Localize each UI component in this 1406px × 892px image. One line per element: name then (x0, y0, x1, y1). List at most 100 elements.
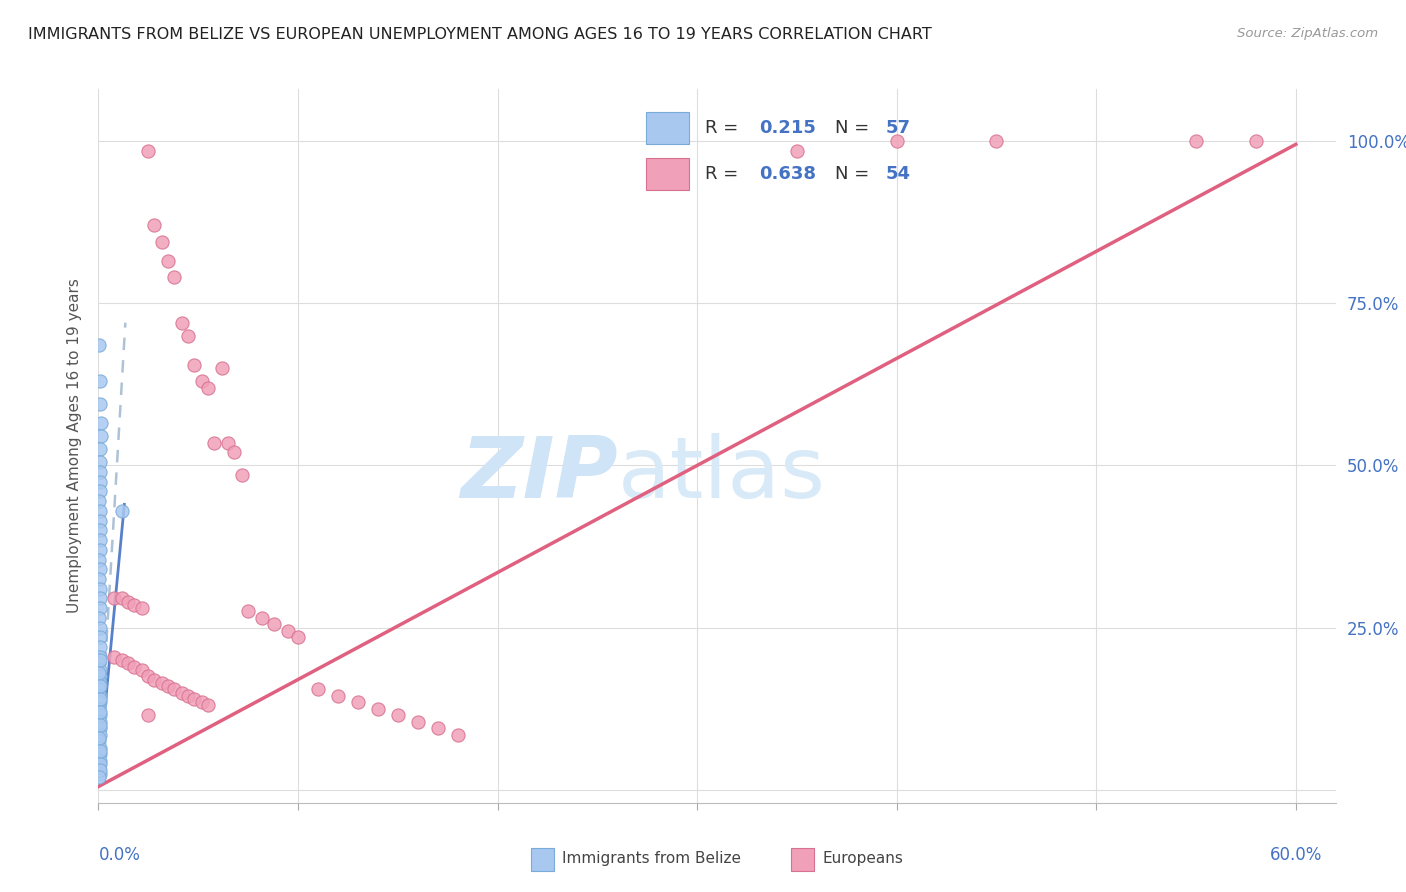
Point (89, 679, 111, 693)
Point (89, 484, 111, 499)
Point (89, 702, 111, 716)
FancyBboxPatch shape (531, 847, 554, 871)
Point (172, 316, 194, 330)
Point (89, 721, 111, 735)
Point (136, 669, 159, 683)
Text: ZIP: ZIP (460, 433, 619, 516)
Point (197, 381, 219, 395)
Point (89, 747, 111, 761)
Point (143, 673, 166, 687)
Point (426, 721, 449, 735)
Point (163, 270, 186, 285)
Text: 60.0%: 60.0% (1270, 846, 1322, 863)
Text: Immigrants from Belize: Immigrants from Belize (562, 851, 741, 866)
Point (89, 740, 111, 755)
Point (231, 468, 253, 483)
Point (136, 708, 159, 723)
Point (191, 695, 214, 709)
Point (157, 254, 180, 268)
Point (89, 582, 111, 596)
Point (89, 682, 111, 697)
Point (89, 675, 111, 690)
Point (89, 542, 111, 557)
Point (89, 708, 111, 723)
Point (89, 718, 111, 732)
Point (406, 714, 429, 729)
Point (89, 533, 111, 547)
Point (89, 728, 111, 742)
Point (89, 714, 111, 729)
Point (177, 689, 200, 703)
Point (89, 760, 111, 774)
Point (163, 682, 186, 697)
Point (172, 685, 194, 699)
Point (89, 572, 111, 586)
Point (89, 663, 111, 677)
Point (183, 358, 205, 372)
Point (886, 134, 908, 148)
Point (177, 328, 200, 343)
Point (111, 504, 134, 518)
Point (89, 653, 111, 667)
Point (89, 666, 111, 681)
Point (197, 698, 219, 713)
Point (387, 708, 409, 723)
Point (89, 514, 111, 528)
Point (307, 682, 329, 697)
Point (89, 552, 111, 566)
Text: atlas: atlas (619, 433, 827, 516)
Point (150, 675, 173, 690)
Point (89, 455, 111, 469)
Point (89, 669, 111, 683)
Point (89, 770, 111, 784)
Point (136, 144, 159, 158)
Point (89, 338, 111, 352)
Point (89, 524, 111, 538)
Point (89, 734, 111, 748)
Point (89, 756, 111, 771)
Point (89, 705, 111, 719)
Point (89, 657, 111, 671)
Point (89, 601, 111, 615)
Point (202, 435, 225, 450)
Point (211, 361, 233, 376)
Point (89, 397, 111, 411)
Point (89, 562, 111, 576)
Point (89, 744, 111, 758)
Point (250, 611, 273, 625)
Point (89, 475, 111, 489)
Y-axis label: Unemployment Among Ages 16 to 19 years: Unemployment Among Ages 16 to 19 years (66, 278, 82, 614)
Point (157, 679, 180, 693)
Point (143, 219, 166, 233)
Point (347, 695, 370, 709)
Point (103, 649, 125, 664)
Text: Source: ZipAtlas.com: Source: ZipAtlas.com (1237, 27, 1378, 40)
Point (150, 235, 173, 249)
Point (117, 657, 139, 671)
Point (89, 754, 111, 768)
Point (131, 663, 153, 677)
Point (224, 445, 246, 459)
Point (326, 689, 349, 703)
Point (89, 731, 111, 745)
Point (191, 374, 214, 388)
Point (89, 442, 111, 457)
Point (1244, 134, 1267, 148)
Point (367, 702, 389, 716)
Point (117, 595, 139, 609)
Point (986, 134, 1008, 148)
Point (124, 659, 146, 673)
Point (89, 621, 111, 635)
Text: Europeans: Europeans (823, 851, 903, 866)
Point (90, 417, 112, 431)
Text: IMMIGRANTS FROM BELIZE VS EUROPEAN UNEMPLOYMENT AMONG AGES 16 TO 19 YEARS CORREL: IMMIGRANTS FROM BELIZE VS EUROPEAN UNEMP… (28, 27, 932, 42)
Point (89, 591, 111, 606)
Point (89, 631, 111, 645)
Point (131, 601, 153, 615)
Point (111, 653, 134, 667)
Point (89, 504, 111, 518)
Point (89, 649, 111, 664)
Point (1185, 134, 1208, 148)
Text: 0.0%: 0.0% (98, 846, 141, 863)
Point (89, 764, 111, 778)
